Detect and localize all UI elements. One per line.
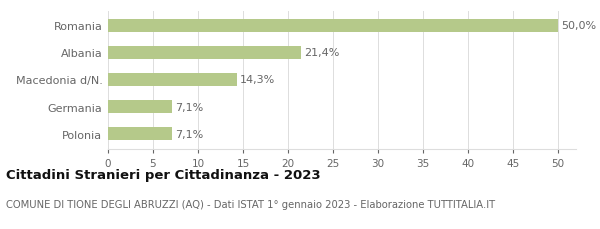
Text: 7,1%: 7,1% (176, 102, 204, 112)
Bar (108, 19, 558, 33)
Bar (108, 46, 301, 60)
Text: 21,4%: 21,4% (304, 48, 340, 58)
Text: Cittadini Stranieri per Cittadinanza - 2023: Cittadini Stranieri per Cittadinanza - 2… (6, 168, 320, 181)
Bar (108, 100, 172, 114)
Text: 50,0%: 50,0% (562, 21, 597, 31)
Text: 14,3%: 14,3% (240, 75, 275, 85)
Text: COMUNE DI TIONE DEGLI ABRUZZI (AQ) - Dati ISTAT 1° gennaio 2023 - Elaborazione T: COMUNE DI TIONE DEGLI ABRUZZI (AQ) - Dat… (6, 199, 495, 209)
Text: 7,1%: 7,1% (176, 129, 204, 139)
Bar (108, 74, 237, 87)
Bar (108, 127, 172, 141)
